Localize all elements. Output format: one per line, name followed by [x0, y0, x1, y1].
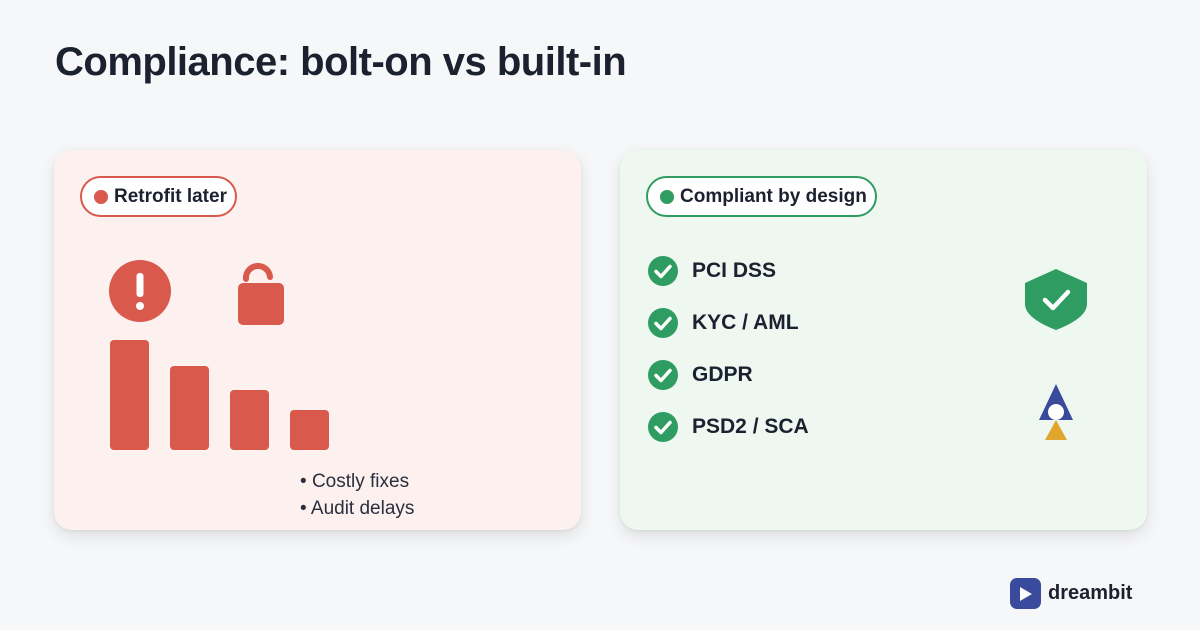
decline-bar [230, 390, 269, 450]
compliant-card: Compliant by design PCI DSS KYC / AML GD… [620, 150, 1147, 530]
check-circle-icon [648, 412, 678, 442]
check-circle-icon [648, 360, 678, 390]
decline-bar [290, 410, 329, 450]
check-circle-icon [648, 308, 678, 338]
checklist-item: PCI DSS [648, 245, 809, 297]
page-title: Compliance: bolt-on vs built-in [55, 40, 627, 84]
decline-bar [170, 366, 209, 450]
check-circle-icon [648, 256, 678, 286]
brand-name: dreambit [1048, 582, 1133, 604]
compliant-pill: Compliant by design [646, 176, 877, 217]
bullet-item: Costly fixes [300, 468, 414, 495]
checklist-label: GDPR [692, 363, 753, 386]
decline-bar [110, 340, 149, 450]
status-dot [94, 189, 108, 204]
retrofit-pill-label: Retrofit later [114, 185, 227, 207]
pawn-figure-icon [1039, 384, 1073, 440]
checklist-label: PSD2 / SCA [692, 415, 809, 438]
brand-logo-group: dreambit [1010, 578, 1132, 609]
compliant-pill-label: Compliant by design [680, 185, 867, 207]
unlocked-padlock-icon [238, 263, 284, 325]
checklist-label: PCI DSS [692, 259, 777, 282]
play-logo-icon [1010, 578, 1041, 609]
checklist-item: KYC / AML [648, 297, 809, 349]
retrofit-card: Retrofit later Costly fixes Audit delays [54, 150, 581, 530]
shield-check-icon [1025, 269, 1087, 330]
retrofit-bullet-list: Costly fixes Audit delays [300, 468, 415, 522]
checklist-item: GDPR [648, 349, 809, 401]
checklist-item: PSD2 / SCA [648, 401, 809, 453]
retrofit-pill: Retrofit later [80, 176, 237, 217]
bullet-item: Audit delays [300, 495, 415, 522]
status-dot [660, 189, 674, 204]
compliance-checklist: PCI DSS KYC / AML GDPR PSD2 / SCA [648, 245, 809, 453]
exclamation-alert-icon [109, 260, 171, 322]
checklist-label: KYC / AML [692, 311, 799, 334]
